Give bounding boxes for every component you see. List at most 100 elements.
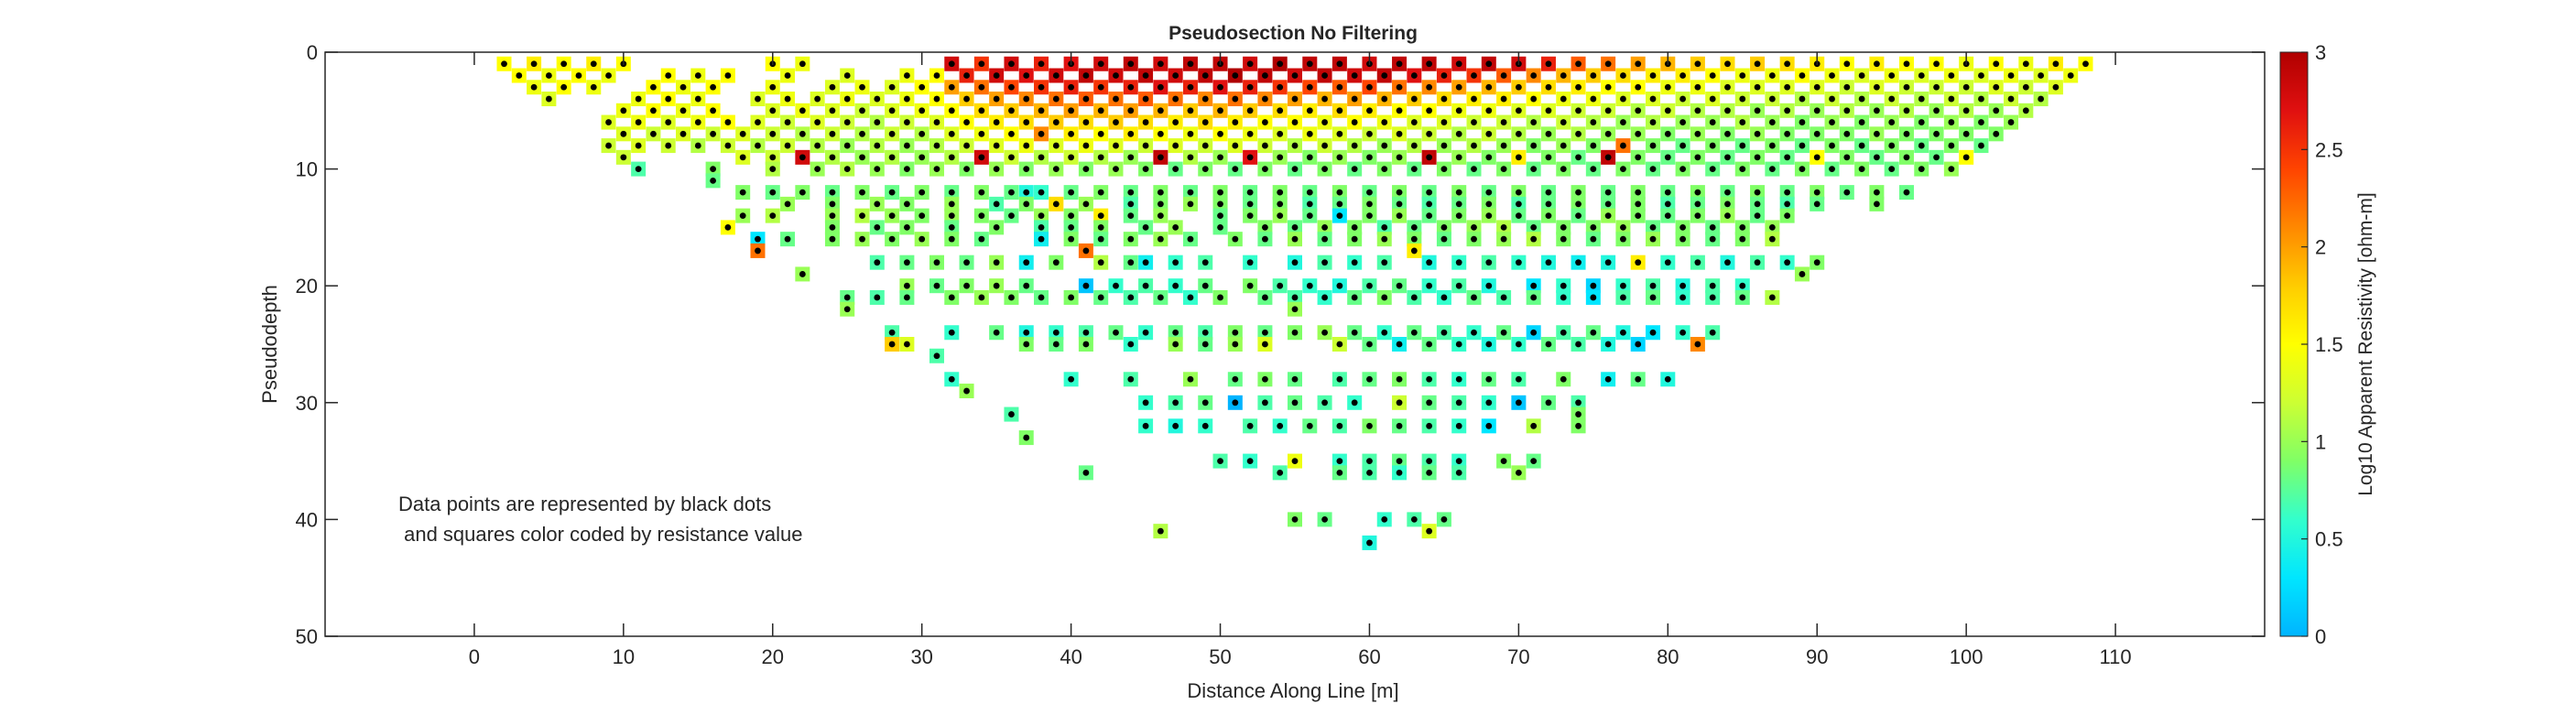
data-dot [1201, 329, 1209, 336]
data-dot [1366, 107, 1373, 114]
data-dot [1694, 130, 1701, 137]
data-dot [1799, 95, 1806, 103]
data-dot [1530, 329, 1538, 336]
data-dot [1724, 212, 1731, 220]
data-dot [1068, 224, 1075, 231]
data-dot [605, 142, 612, 149]
data-dot [1142, 329, 1149, 336]
x-tick-label: 10 [613, 645, 635, 668]
data-dot [635, 95, 642, 103]
data-dot [1948, 166, 1955, 173]
data-dot [1097, 294, 1104, 301]
data-dot [888, 107, 896, 114]
data-dot [1113, 282, 1119, 289]
data-dot [1694, 107, 1701, 114]
data-dot [1023, 119, 1030, 125]
data-dot [1157, 107, 1164, 114]
data-dot [1739, 95, 1746, 103]
data-dot [1082, 142, 1090, 149]
data-dot [1858, 119, 1865, 125]
data-dot [1471, 166, 1477, 173]
data-dot [978, 107, 985, 114]
data-dot [1052, 259, 1060, 266]
data-dot [1351, 259, 1358, 266]
data-dot [1739, 224, 1746, 231]
data-dot [1858, 166, 1865, 173]
data-dot [1724, 189, 1731, 196]
data-dot [1575, 60, 1581, 68]
data-dot [1232, 142, 1239, 149]
data-dot [605, 72, 612, 79]
data-dot [1291, 375, 1299, 383]
data-dot [1455, 154, 1462, 161]
annotation-line-2: and squares color coded by resistance va… [398, 523, 802, 546]
data-dot [1530, 235, 1538, 243]
data-dot [1500, 294, 1507, 301]
data-dot [1694, 259, 1701, 266]
data-dot [1321, 516, 1328, 523]
data-dot [963, 259, 970, 266]
data-dot [918, 107, 926, 114]
colorbar-tick-label: 1.5 [2315, 333, 2343, 356]
colorbar-tick-label: 1 [2315, 430, 2326, 453]
data-dot [904, 200, 910, 208]
data-dot [755, 235, 761, 243]
data-dot [1336, 83, 1343, 91]
data-dot [784, 200, 791, 208]
data-dot [1127, 212, 1135, 220]
data-dot [1410, 166, 1418, 173]
data-dot [1381, 224, 1388, 231]
data-dot [948, 294, 955, 301]
data-dot [1291, 224, 1299, 231]
data-dot [1455, 341, 1462, 348]
data-dot [993, 282, 1000, 289]
data-dot [1097, 130, 1104, 137]
data-dot [1620, 294, 1626, 301]
data-dot [1993, 60, 2000, 68]
data-dot [1754, 259, 1761, 266]
data-dot [799, 271, 806, 277]
data-dot [1262, 399, 1268, 406]
data-dot [1799, 119, 1806, 125]
data-dot [1336, 282, 1343, 289]
data-dot [1396, 399, 1403, 406]
data-dot [1440, 516, 1448, 523]
data-dot [739, 154, 746, 161]
data-dot [1246, 107, 1254, 114]
data-dot [918, 154, 926, 161]
data-dot [1768, 119, 1776, 125]
data-dot [2052, 60, 2060, 68]
data-dot [1172, 224, 1179, 231]
data-dot [1068, 189, 1075, 196]
data-dot [1545, 60, 1552, 68]
data-dot [1127, 235, 1135, 243]
data-dot [1262, 294, 1268, 301]
data-dot [1217, 200, 1223, 208]
data-dot [1873, 130, 1880, 137]
data-dot [1381, 329, 1388, 336]
data-dot [904, 282, 910, 289]
data-dot [1336, 200, 1343, 208]
data-dot [1575, 154, 1581, 161]
data-dot [1217, 130, 1223, 137]
data-dot [1575, 107, 1581, 114]
data-dot [1336, 189, 1343, 196]
data-dot [963, 282, 970, 289]
data-dot [1530, 282, 1538, 289]
data-dot [1888, 95, 1896, 103]
y-tick-label: 30 [296, 392, 318, 415]
data-dot [1410, 247, 1418, 255]
data-dot [1903, 60, 1910, 68]
data-dot [1440, 294, 1448, 301]
data-dot [1694, 341, 1701, 348]
data-dot [784, 95, 791, 103]
data-dot [755, 142, 761, 149]
data-dot [1082, 329, 1090, 336]
data-dot [1082, 469, 1090, 476]
data-dot [829, 83, 836, 91]
data-dot [665, 72, 672, 79]
data-dot [739, 189, 746, 196]
data-dot [1635, 60, 1642, 68]
data-dot [1366, 282, 1373, 289]
data-dot [1172, 422, 1179, 429]
